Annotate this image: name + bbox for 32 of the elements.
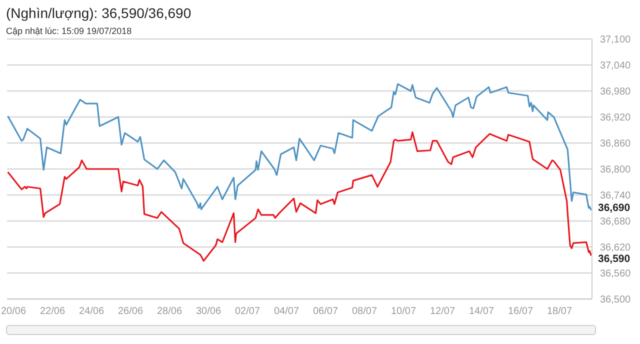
y-tick-label: 36,620 [600, 242, 632, 254]
x-tick-label: 16/07 [508, 306, 534, 318]
text: 36,690 [598, 202, 630, 214]
text: 36,590 [598, 253, 630, 265]
x-tick-label: 20/06 [0, 306, 26, 318]
x-tick-label: 10/07 [390, 306, 416, 318]
x-tick-label: 12/07 [430, 306, 456, 318]
line-series [7, 83, 592, 211]
y-tick-label: 36,800 [600, 164, 632, 176]
y-tick-label: 37,040 [600, 60, 632, 72]
y-tick-label: 36,680 [600, 216, 632, 228]
x-tick-label: 28/06 [156, 306, 182, 318]
x-tick-label: 14/07 [468, 306, 494, 318]
x-tick-label: 06/07 [312, 306, 338, 318]
x-tick-label: 30/06 [196, 306, 222, 318]
x-tick-label: 22/06 [40, 306, 66, 318]
y-tick-label: 36,560 [600, 268, 632, 280]
y-tick-label: 36,980 [600, 86, 632, 98]
x-tick-label: 18/07 [546, 306, 572, 318]
chart-subtitle: Cập nhật lúc: 15:09 19/07/2018 [6, 26, 132, 36]
y-tick-label: 36,860 [600, 138, 632, 150]
y-tick-label: 36,740 [600, 190, 632, 202]
x-tick-label: 02/07 [234, 306, 260, 318]
x-tick-label: 26/06 [118, 306, 144, 318]
y-tick-label: 37,100 [600, 34, 632, 46]
x-tick-label: 04/07 [274, 306, 300, 318]
line-series [7, 131, 592, 262]
y-tick-label: 36,500 [600, 294, 632, 306]
y-tick-label: 36,920 [600, 112, 632, 124]
chart-title: (Nghìn/lượng): 36,590/36,690 [6, 5, 192, 21]
x-tick-label: 24/06 [78, 306, 104, 318]
x-tick-label: 08/07 [352, 306, 378, 318]
